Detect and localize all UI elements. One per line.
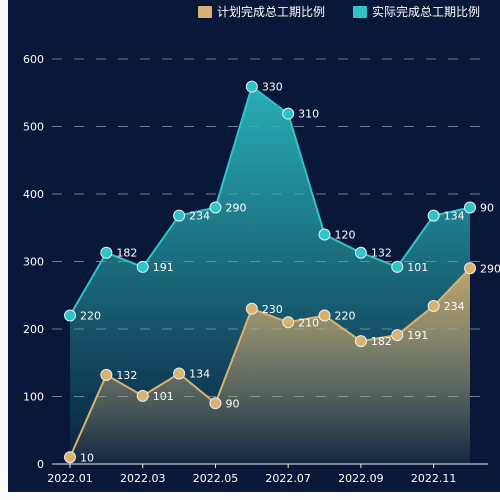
legend-label: 实际完成总工期比例	[372, 4, 480, 19]
data-label: 290	[225, 202, 246, 215]
data-label: 234	[444, 300, 465, 313]
data-label: 134	[444, 210, 465, 223]
data-point	[391, 260, 404, 273]
data-point	[318, 228, 331, 241]
legend-swatch	[198, 6, 212, 18]
series-area	[70, 268, 470, 464]
data-label: 210	[298, 316, 319, 329]
y-tick-label: 100	[23, 391, 44, 404]
data-point	[282, 316, 295, 329]
data-point	[100, 368, 113, 381]
x-tick-label: 2022.05	[193, 472, 239, 485]
x-tick-label: 2022.07	[265, 472, 311, 485]
data-point	[173, 209, 186, 222]
y-tick-label: 500	[23, 121, 44, 134]
series-line	[69, 267, 471, 458]
data-label: 220	[335, 310, 356, 323]
y-tick-label: 600	[23, 53, 44, 66]
data-point	[354, 246, 367, 259]
data-point	[427, 300, 440, 313]
data-point	[100, 246, 113, 259]
x-tick-label: 2022.11	[411, 472, 457, 485]
legend-label: 计划完成总工期比例	[217, 4, 325, 19]
data-label: 230	[262, 303, 283, 316]
data-label: 182	[371, 335, 392, 348]
data-label: 191	[407, 329, 428, 342]
y-tick-label: 0	[37, 458, 44, 471]
data-label: 132	[116, 369, 137, 382]
legend-swatch	[353, 6, 367, 18]
bottom-border	[0, 492, 500, 500]
data-label: 10	[80, 451, 94, 464]
data-label: 290	[480, 262, 500, 275]
data-point	[318, 309, 331, 322]
data-label: 310	[298, 108, 319, 121]
data-point	[64, 451, 76, 464]
data-label: 90	[225, 397, 239, 410]
data-point	[64, 309, 76, 322]
data-label: 134	[189, 368, 210, 381]
y-tick-label: 400	[23, 188, 44, 201]
data-label: 182	[116, 247, 137, 260]
left-border	[0, 0, 8, 500]
data-label: 101	[153, 390, 174, 403]
data-label: 220	[80, 310, 101, 323]
data-point	[427, 209, 440, 222]
y-tick-label: 200	[23, 323, 44, 336]
x-tick-label: 2022.09	[338, 472, 384, 485]
data-label: 191	[153, 261, 174, 274]
data-label: 120	[335, 229, 356, 242]
data-label: 132	[371, 247, 392, 260]
data-point	[282, 107, 295, 120]
x-tick-label: 2022.01	[47, 472, 93, 485]
data-point	[354, 335, 367, 348]
data-point	[245, 80, 258, 93]
series-line	[69, 85, 471, 317]
data-point	[391, 329, 404, 342]
data-point	[173, 367, 186, 380]
data-point	[209, 397, 222, 410]
data-point	[136, 389, 149, 402]
data-point	[209, 201, 222, 214]
x-tick-label: 2022.03	[120, 472, 166, 485]
data-label: 90	[480, 202, 494, 215]
data-point	[245, 302, 258, 315]
data-point	[464, 262, 476, 275]
data-label: 234	[189, 210, 210, 223]
data-point	[464, 201, 476, 214]
data-point	[136, 260, 149, 273]
data-label: 330	[262, 81, 283, 94]
data-label: 101	[407, 261, 428, 274]
y-tick-label: 300	[23, 256, 44, 269]
